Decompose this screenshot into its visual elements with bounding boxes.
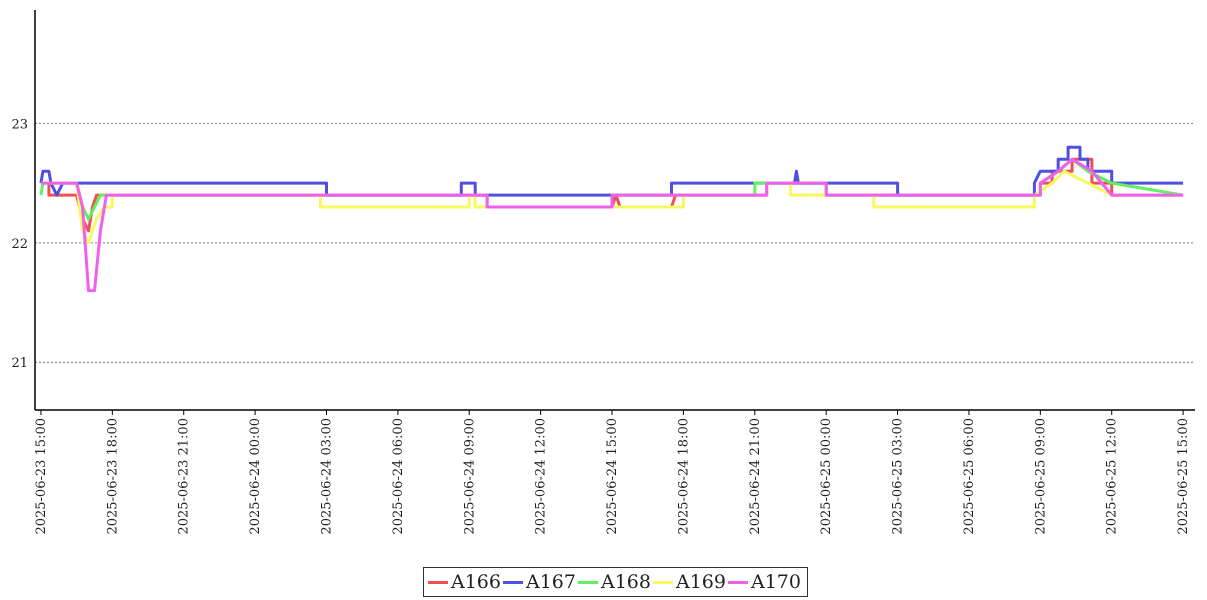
y-axis-ticks: 21 22 23 xyxy=(11,117,28,371)
legend-item-a169: A169 xyxy=(653,571,726,593)
x-tick-label: 2025-06-25 00:00 xyxy=(819,418,834,535)
legend-swatch xyxy=(578,580,598,584)
x-tick-label: 2025-06-23 15:00 xyxy=(34,418,49,535)
legend-label: A169 xyxy=(676,571,726,593)
legend-swatch xyxy=(728,580,748,584)
legend-swatch xyxy=(653,580,673,584)
x-tick-label: 2025-06-25 15:00 xyxy=(1176,418,1191,535)
legend-item-a166: A166 xyxy=(428,571,501,593)
grid-lines xyxy=(35,122,1195,363)
x-tick-label: 2025-06-24 03:00 xyxy=(319,418,334,535)
x-tick-label: 2025-06-24 15:00 xyxy=(605,418,620,535)
legend-label: A170 xyxy=(751,571,801,593)
x-tick-label: 2025-06-23 18:00 xyxy=(105,418,120,535)
legend-swatch xyxy=(503,580,523,584)
x-tick-label: 2025-06-25 06:00 xyxy=(962,418,977,535)
y-tick-label: 23 xyxy=(11,117,28,132)
x-tick-label: 2025-06-24 06:00 xyxy=(391,418,406,535)
series-line-a168 xyxy=(39,157,1184,221)
series-group xyxy=(39,145,1184,293)
legend-swatch xyxy=(428,580,448,584)
legend: A166 A167 A168 A169 A170 xyxy=(423,567,808,597)
x-tick-label: 2025-06-24 09:00 xyxy=(462,418,477,535)
x-axis-ticks: 2025-06-23 15:00 2025-06-23 18:00 2025-06-… xyxy=(34,410,1191,535)
x-tick-label: 2025-06-24 00:00 xyxy=(248,418,263,535)
x-tick-label: 2025-06-23 21:00 xyxy=(177,418,192,535)
legend-label: A166 xyxy=(451,571,501,593)
series-line-a167 xyxy=(39,145,1184,197)
y-tick-label: 22 xyxy=(11,237,28,252)
x-tick-label: 2025-06-24 18:00 xyxy=(676,418,691,535)
x-tick-label: 2025-06-24 21:00 xyxy=(748,418,763,535)
legend-item-a170: A170 xyxy=(728,571,801,593)
legend-item-a168: A168 xyxy=(578,571,651,593)
x-tick-label: 2025-06-24 12:00 xyxy=(534,418,549,535)
legend-item-a167: A167 xyxy=(503,571,576,593)
x-tick-label: 2025-06-25 03:00 xyxy=(891,418,906,535)
legend-label: A167 xyxy=(526,571,576,593)
x-tick-label: 2025-06-25 12:00 xyxy=(1105,418,1120,535)
series-line-a170 xyxy=(40,157,1184,293)
y-tick-label: 21 xyxy=(11,356,28,371)
x-tick-label: 2025-06-25 09:00 xyxy=(1033,418,1048,535)
axes xyxy=(34,10,1195,411)
legend-label: A168 xyxy=(601,571,651,593)
